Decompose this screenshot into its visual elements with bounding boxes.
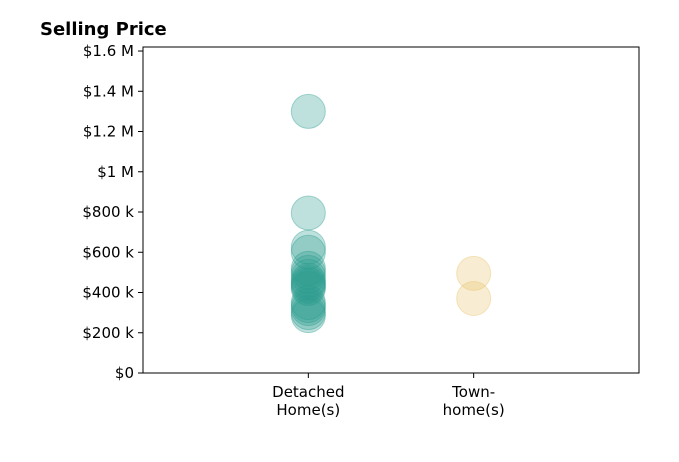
y-tick-label: $800 k: [82, 203, 134, 221]
data-point: [456, 281, 492, 317]
data-point: [290, 234, 326, 270]
y-tick-label: $1.6 M: [83, 42, 134, 60]
data-point: [290, 268, 326, 304]
data-point: [456, 255, 492, 291]
x-tick-label-line: Home(s): [276, 401, 340, 419]
y-tick-label: $1.2 M: [83, 123, 134, 141]
y-tick-label: $1.4 M: [83, 82, 134, 100]
data-point: [290, 264, 326, 300]
data-point: [290, 195, 326, 231]
x-axis: Detached Home(s) Town-home(s): [272, 373, 505, 419]
x-tick-label-line: home(s): [443, 401, 505, 419]
data-point: [290, 270, 326, 306]
points-layer: [290, 93, 492, 334]
data-point: [290, 298, 326, 334]
y-axis: $0 $200 k $400 k $600 k $800 k $1 M $1.2 M $1.4…: [82, 42, 143, 382]
data-point: [290, 250, 326, 286]
data-point: [290, 288, 326, 324]
x-tick-label-line: Town-: [451, 383, 495, 401]
data-point: [290, 93, 326, 129]
x-tick-label: Town-home(s): [443, 383, 505, 419]
y-tick-label: $600 k: [82, 243, 134, 261]
data-point: [290, 258, 326, 294]
chart-title: Selling Price: [40, 19, 167, 40]
x-tick-label-line: Detached: [272, 383, 344, 401]
data-point: [290, 291, 326, 327]
data-point: [290, 285, 326, 321]
data-point: [290, 262, 326, 298]
data-point: [290, 266, 326, 302]
y-tick-label: $0: [115, 364, 134, 382]
x-tick-label: Detached Home(s): [272, 383, 344, 419]
plot-area-frame: [142, 46, 640, 374]
y-tick-label: $200 k: [82, 324, 134, 342]
data-point: [290, 295, 326, 331]
data-point: [290, 254, 326, 290]
y-tick-label: $1 M: [97, 163, 134, 181]
y-tick-label: $400 k: [82, 284, 134, 302]
data-point: [290, 229, 326, 265]
